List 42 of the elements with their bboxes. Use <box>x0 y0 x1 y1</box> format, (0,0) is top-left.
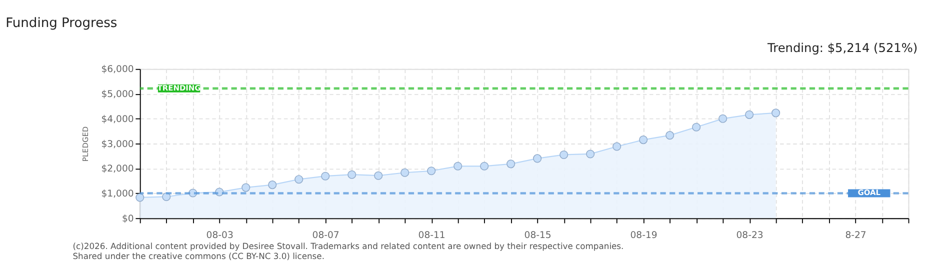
chart-title: Funding Progress <box>6 16 118 31</box>
point <box>427 166 436 176</box>
ref-line-label: GOAL <box>858 188 881 198</box>
text: (c)2026. Additional content provided by Desiree Stovall. Trademarks and related content are owned by their respective companies. <box>72 240 624 251</box>
point <box>400 168 410 177</box>
x-tick-label: 08-19 <box>630 230 658 242</box>
point <box>639 136 648 144</box>
y-tick-label: $6,000 <box>101 64 134 76</box>
point <box>454 162 462 170</box>
y-tick-label: $1,000 <box>101 188 134 200</box>
y-axis-title: PLEDGED <box>81 126 90 162</box>
y-tick-label: $4,000 <box>101 114 134 125</box>
x-tick-label: 08-07 <box>312 230 340 242</box>
point <box>745 110 754 119</box>
point <box>666 131 674 140</box>
x-tick-label: 08-23 <box>736 230 764 242</box>
y-tick-label: $5,000 <box>101 89 134 100</box>
point <box>692 122 701 132</box>
point <box>560 150 568 159</box>
text: Shared under the creative commons (CC BY-NC 3.0) license. <box>72 251 324 262</box>
point <box>718 114 728 123</box>
point <box>506 160 516 168</box>
point <box>136 193 144 202</box>
point <box>533 154 542 163</box>
point <box>321 172 330 180</box>
x-tick-label: 08-11 <box>418 230 446 242</box>
point <box>374 171 383 180</box>
point <box>242 183 250 192</box>
text: Trending: $5,214 (521%) <box>766 41 918 56</box>
y-tick-label: $3,000 <box>101 138 134 150</box>
point <box>268 180 277 190</box>
y-tick-label: $0 <box>122 213 134 224</box>
point <box>480 162 489 170</box>
point <box>772 108 780 118</box>
point <box>294 175 304 184</box>
x-tick-label: 8-27 <box>845 230 866 242</box>
point <box>348 170 356 179</box>
point <box>612 142 622 151</box>
point <box>586 150 595 158</box>
y-tick-label: $2,000 <box>101 164 134 175</box>
x-tick-label: 08-15 <box>524 230 552 242</box>
x-tick-label: 08-03 <box>206 230 234 242</box>
